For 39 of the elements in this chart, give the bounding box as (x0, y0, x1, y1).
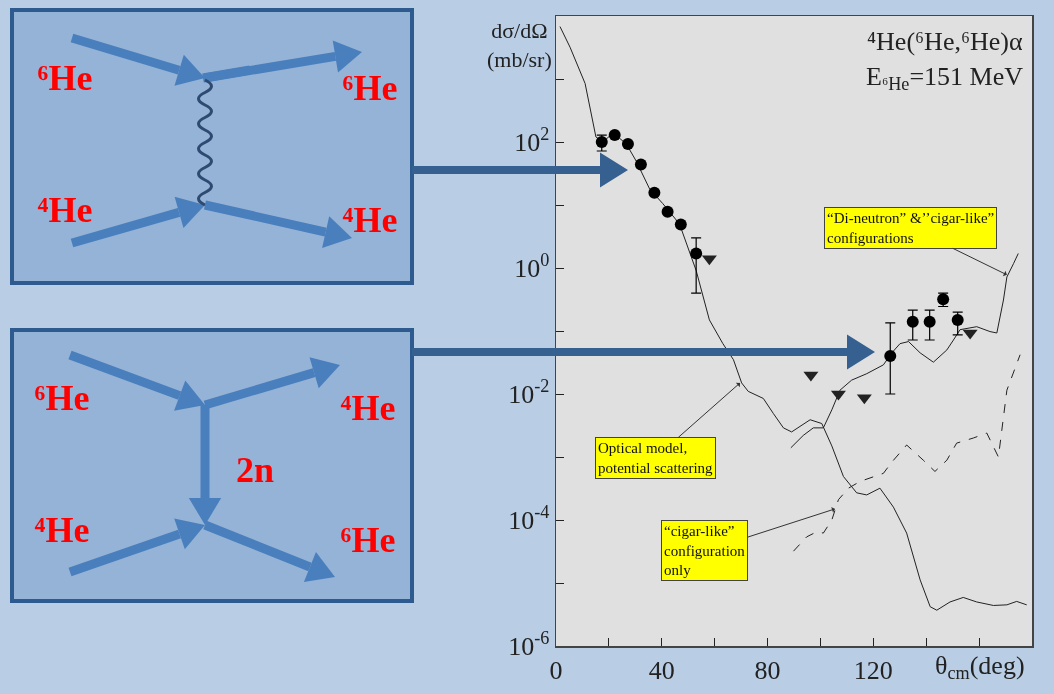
point (690, 247, 703, 260)
y-tick-label: 10$^{2}$ (514, 124, 550, 158)
annotation: “Di-neutron” &’’cigar-like” configurations (827, 210, 995, 246)
x-tick-label: 120 (853, 655, 893, 685)
point (621, 137, 634, 150)
text: ⁴He (37, 189, 93, 231)
x-tick-label: 0 (549, 655, 563, 685)
line-series (792, 354, 1021, 552)
y-tick-label: 10$^{0}$ (514, 250, 550, 284)
text: E$_{⁶He}$=151 MeV (866, 62, 1024, 95)
x-axis-title: θ$_{cm}$(deg) (935, 651, 1025, 684)
text: ⁶He (340, 519, 396, 561)
point (661, 205, 674, 218)
text: ⁴He (34, 509, 90, 551)
point (674, 218, 687, 231)
point (884, 350, 897, 363)
annotation: “cigar-like” configuration only (664, 523, 746, 578)
chart-title: ⁴He(⁶He,⁶He)α (867, 27, 1023, 56)
point (923, 315, 936, 328)
point (648, 186, 661, 199)
point (951, 313, 964, 326)
text: ⁴He (342, 199, 398, 241)
y-tick-label: 10$^{-2}$ (508, 376, 550, 410)
text: ⁶He (37, 57, 93, 99)
text: ⁴He (340, 387, 396, 429)
line-series (559, 26, 1028, 611)
x-tick-label: 40 (648, 655, 675, 685)
y-axis-title: dσ/dΩ (mb/sr) (487, 18, 552, 72)
point (634, 158, 647, 171)
point (906, 315, 919, 328)
text: ⁶He (34, 377, 90, 419)
x-tick-label: 80 (754, 655, 781, 685)
line-series (790, 252, 1019, 449)
y-tick-label: 10$^{-6}$ (508, 628, 550, 662)
text: 2n (235, 449, 275, 491)
annotation: Optical model, potential scattering (598, 440, 714, 476)
y-tick-label: 10$^{-4}$ (508, 502, 550, 536)
text: ⁶He (342, 67, 398, 109)
point (608, 129, 621, 142)
